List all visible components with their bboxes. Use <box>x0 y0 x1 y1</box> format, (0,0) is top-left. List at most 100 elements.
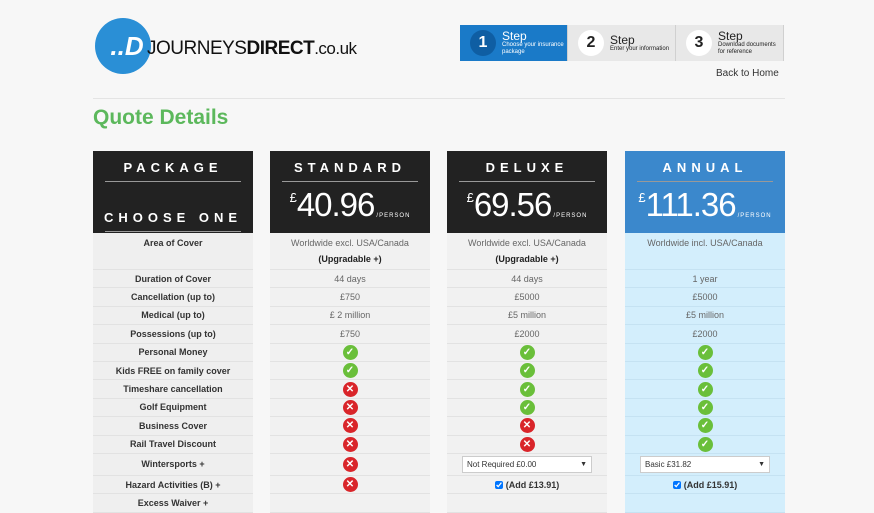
standard-column: STANDARD £40.96/PERSON Worldwide excl. US… <box>270 151 430 513</box>
cross-icon: ✕ <box>519 418 535 434</box>
feature-cell: ✓ <box>625 361 785 381</box>
excess-cell <box>625 494 785 513</box>
check-icon: ✓ <box>519 344 535 360</box>
package-name: DELUXE <box>485 160 569 175</box>
check-icon: ✓ <box>697 436 713 452</box>
feature-cell: ✓ <box>625 417 785 436</box>
cancellation: £5000 <box>625 288 785 307</box>
hazard-checkbox[interactable] <box>494 480 503 489</box>
hazard-option[interactable]: (Add £13.91) <box>494 480 559 490</box>
package-header[interactable]: DELUXE £69.56/PERSON <box>447 151 607 233</box>
feature-cell: ✕ <box>270 435 430 454</box>
duration: 44 days <box>270 270 430 289</box>
excess-cell <box>447 494 607 513</box>
area-of-cover: Worldwide excl. USA/Canada (Upgradable +) <box>270 233 430 270</box>
page-title: Quote Details <box>93 106 229 129</box>
row-label: Cancellation (up to) <box>93 288 253 307</box>
wintersports-select[interactable]: Not Required £0.00 ▼ <box>462 455 592 473</box>
cross-icon: ✕ <box>519 436 535 452</box>
row-label: Business Cover <box>93 417 253 436</box>
package-name: ANNUAL <box>662 160 748 175</box>
row-label: Duration of Cover <box>93 270 253 289</box>
logo-mark: ..D <box>95 18 151 74</box>
row-label: Hazard Activities (B) + <box>93 475 253 495</box>
possessions: £2000 <box>625 325 785 344</box>
cancellation: £5000 <box>447 288 607 307</box>
wintersports-selected-value: Not Required £0.00 <box>467 459 537 469</box>
feature-cell: ✕ <box>447 417 607 436</box>
package-header[interactable]: STANDARD £40.96/PERSON <box>270 151 430 233</box>
feature-cell: ✕ <box>447 435 607 454</box>
row-label: Golf Equipment <box>93 398 253 418</box>
cross-icon: ✕ <box>342 477 358 493</box>
wintersports-select[interactable]: Basic £31.82 ▼ <box>640 455 770 473</box>
wintersports-cell: Basic £31.82 ▼ <box>625 453 785 476</box>
chevron-down-icon: ▼ <box>758 460 765 468</box>
hazard-option[interactable]: (Add £15.91) <box>672 480 737 490</box>
medical: £ 2 million <box>270 306 430 326</box>
chevron-down-icon: ▼ <box>580 460 587 468</box>
package-name: STANDARD <box>294 160 406 175</box>
progress-steps: 1 Step Choose your insurance package 2 Step… <box>460 25 784 61</box>
feature-cell: ✓ <box>625 343 785 362</box>
cross-icon: ✕ <box>342 456 358 472</box>
feature-cell: ✓ <box>447 380 607 399</box>
cross-icon: ✕ <box>342 399 358 415</box>
feature-cell: ✕ <box>270 398 430 418</box>
area-of-cover: Worldwide excl. USA/Canada (Upgradable +) <box>447 233 607 270</box>
row-label: Medical (up to) <box>93 306 253 326</box>
check-icon: ✓ <box>697 344 713 360</box>
check-icon: ✓ <box>697 363 713 379</box>
step-2: 2 Step Enter your information <box>568 25 676 61</box>
step-3: 3 Step Download documents for reference <box>676 25 784 61</box>
row-label: Wintersports + <box>93 453 253 476</box>
row-label: Area of Cover <box>93 233 253 270</box>
journeysdirect-logo[interactable]: ..D JOURNEYSDIRECT.co.uk <box>95 18 357 74</box>
possessions: £2000 <box>447 325 607 344</box>
hazard-cell: ✕ <box>270 475 430 495</box>
price: £69.56/PERSON <box>466 186 588 223</box>
check-icon: ✓ <box>697 418 713 434</box>
back-to-home-link[interactable]: Back to Home <box>716 68 779 79</box>
divider <box>93 98 785 99</box>
duration: 44 days <box>447 270 607 289</box>
hazard-cell: (Add £15.91) <box>625 475 785 495</box>
price: £40.96/PERSON <box>289 186 411 223</box>
row-label: Possessions (up to) <box>93 325 253 344</box>
check-icon: ✓ <box>342 344 358 360</box>
feature-cell: ✓ <box>625 398 785 418</box>
label-column: PACKAGE CHOOSE ONE Area of Cover Duration… <box>93 151 253 513</box>
feature-cell: ✓ <box>270 361 430 381</box>
feature-cell: ✕ <box>270 380 430 399</box>
feature-cell: ✕ <box>270 417 430 436</box>
check-icon: ✓ <box>519 399 535 415</box>
medical: £5 million <box>447 306 607 326</box>
step-1: 1 Step Choose your insurance package <box>460 25 568 61</box>
check-icon: ✓ <box>519 381 535 397</box>
cross-icon: ✕ <box>342 381 358 397</box>
area-of-cover: Worldwide incl. USA/Canada <box>625 233 785 270</box>
wintersports-cell: ✕ <box>270 453 430 476</box>
feature-cell: ✓ <box>625 380 785 399</box>
feature-cell: ✓ <box>625 435 785 454</box>
cancellation: £750 <box>270 288 430 307</box>
possessions: £750 <box>270 325 430 344</box>
deluxe-column: DELUXE £69.56/PERSON Worldwide excl. USA/… <box>447 151 607 513</box>
cross-icon: ✕ <box>342 418 358 434</box>
excess-cell <box>270 494 430 513</box>
package-header[interactable]: ANNUAL £111.36/PERSON <box>625 151 785 233</box>
medical: £5 million <box>625 306 785 326</box>
row-label: Excess Waiver + <box>93 494 253 513</box>
cross-icon: ✕ <box>342 436 358 452</box>
feature-cell: ✓ <box>447 361 607 381</box>
wintersports-cell: Not Required £0.00 ▼ <box>447 453 607 476</box>
hazard-cell: (Add £13.91) <box>447 475 607 495</box>
feature-cell: ✓ <box>447 398 607 418</box>
duration: 1 year <box>625 270 785 289</box>
row-label: Personal Money <box>93 343 253 362</box>
hazard-checkbox[interactable] <box>672 480 681 489</box>
price: £111.36/PERSON <box>638 186 772 223</box>
check-icon: ✓ <box>519 363 535 379</box>
feature-cell: ✓ <box>447 343 607 362</box>
check-icon: ✓ <box>697 399 713 415</box>
